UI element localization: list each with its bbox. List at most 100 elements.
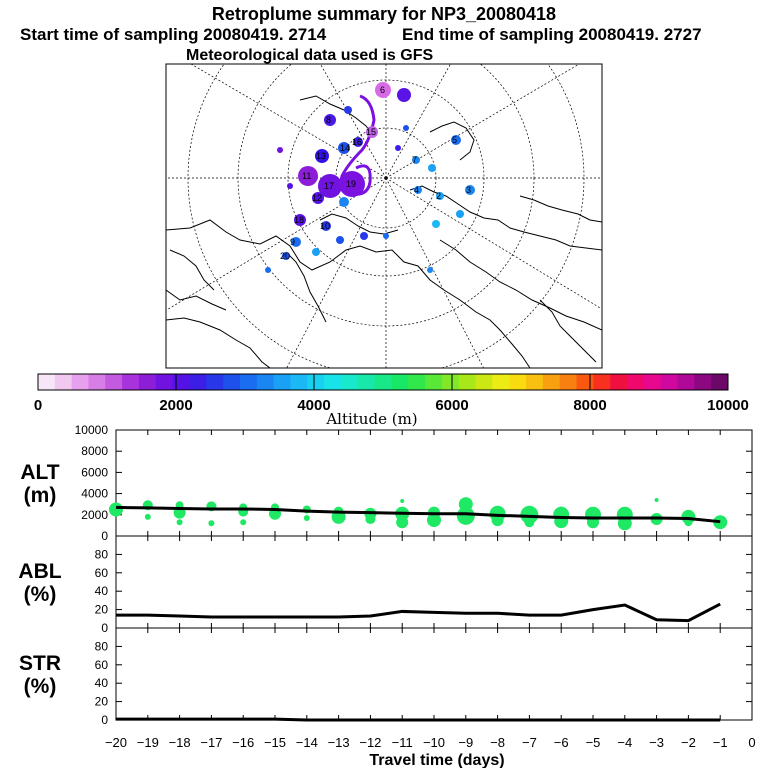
y-axis-label: STR bbox=[19, 652, 61, 675]
x-tick-label: −3 bbox=[649, 735, 664, 750]
colorbar-swatch bbox=[38, 374, 56, 390]
data-marker bbox=[365, 514, 376, 525]
data-marker bbox=[303, 514, 310, 521]
plume-label: 7 bbox=[412, 155, 417, 165]
y-axis-label: ABL bbox=[18, 560, 61, 583]
data-marker bbox=[456, 506, 475, 525]
colorbar-swatch bbox=[155, 374, 174, 390]
plume-circle bbox=[383, 233, 389, 239]
colorbar-swatch bbox=[391, 374, 409, 390]
colorbar-tick-label: 6000 bbox=[435, 397, 468, 414]
y-axis-unit: (%) bbox=[24, 583, 57, 606]
y-tick-label: 40 bbox=[95, 584, 109, 598]
x-tick-label: −9 bbox=[458, 735, 473, 750]
data-marker bbox=[240, 519, 247, 526]
x-tick-label: −5 bbox=[586, 735, 601, 750]
x-tick-label: 0 bbox=[748, 735, 755, 750]
x-tick-label: −17 bbox=[200, 735, 222, 750]
data-marker bbox=[427, 513, 441, 528]
series-line bbox=[116, 717, 721, 722]
x-tick-label: −15 bbox=[264, 735, 286, 750]
y-tick-label: 2000 bbox=[81, 508, 108, 522]
plume-circle bbox=[282, 252, 290, 260]
plume-label: 15 bbox=[366, 127, 376, 137]
colorbar-swatch bbox=[425, 374, 443, 390]
plume-label: 12 bbox=[312, 193, 322, 203]
figure-title: Retroplume summary for NP3_20080418 bbox=[212, 4, 556, 24]
plume-circle bbox=[312, 192, 324, 204]
series-line bbox=[115, 505, 721, 524]
plume-circle bbox=[336, 236, 344, 244]
colorbar-swatch bbox=[105, 374, 123, 390]
data-marker bbox=[617, 516, 632, 531]
plume-label: 5 bbox=[452, 135, 457, 145]
x-tick-label: −8 bbox=[490, 735, 505, 750]
colorbar-swatch bbox=[660, 374, 679, 390]
plume-circle bbox=[414, 186, 422, 194]
y-axis-unit: (m) bbox=[24, 484, 57, 507]
plume-label: 16 bbox=[352, 137, 362, 147]
data-marker bbox=[713, 515, 728, 530]
plume-label: 14 bbox=[340, 143, 350, 153]
data-marker bbox=[396, 516, 409, 529]
plume-circle bbox=[324, 114, 336, 126]
plume-circle bbox=[318, 174, 342, 198]
plume-circle bbox=[344, 106, 352, 114]
colorbar-tick-label: 4000 bbox=[297, 397, 330, 414]
plume-circle bbox=[298, 166, 318, 186]
colorbar-swatch bbox=[627, 374, 645, 390]
data-marker bbox=[491, 514, 504, 527]
colorbar-swatch bbox=[458, 374, 477, 390]
coastlines bbox=[166, 95, 602, 368]
x-tick-label: −13 bbox=[328, 735, 350, 750]
data-marker bbox=[176, 519, 183, 526]
y-tick-label: 40 bbox=[95, 676, 109, 690]
plume-circle bbox=[353, 137, 363, 147]
y-tick-label: 6000 bbox=[81, 465, 108, 479]
x-axis: −20 −19 −18 −17 −16 −15 −14 −13 −12 −11 −10 −9 −8 −7−… bbox=[105, 735, 756, 750]
colorbar-swatch bbox=[677, 374, 695, 390]
x-tick-label: −10 bbox=[423, 735, 445, 750]
colorbar-swatch bbox=[441, 374, 460, 390]
y-tick-label: 0 bbox=[101, 529, 108, 543]
x-tick-label: −19 bbox=[137, 735, 159, 750]
colorbar-swatch bbox=[542, 374, 561, 390]
colorbar-swatch bbox=[475, 374, 493, 390]
trajectory-map: 6 8 15 14 13 16 11 17 19 12 18 10 9 20 5… bbox=[165, 63, 603, 369]
x-tick-label: −20 bbox=[105, 735, 127, 750]
plume-label: 9 bbox=[290, 237, 295, 247]
colorbar-swatch bbox=[223, 374, 241, 390]
panel-alt: 0 2000 4000 6000 8000 10000 ALT(m) bbox=[20, 423, 753, 543]
colorbar-swatch bbox=[290, 374, 308, 390]
colorbar-swatch bbox=[559, 374, 578, 390]
colorbar-swatch bbox=[256, 374, 275, 390]
plume-circles bbox=[265, 82, 475, 273]
plume-circle bbox=[456, 210, 464, 218]
y-axis-label: ALT bbox=[20, 461, 59, 484]
plume-circle bbox=[294, 214, 306, 226]
y-tick-label: 60 bbox=[95, 566, 109, 580]
colorbar-swatch bbox=[172, 374, 190, 390]
y-tick-label: 20 bbox=[95, 603, 109, 617]
plume-label: 2 bbox=[436, 191, 441, 201]
plume-circle bbox=[360, 232, 368, 240]
colorbar-swatch bbox=[576, 374, 594, 390]
panel-frame bbox=[115, 627, 753, 721]
plume-circle bbox=[397, 88, 411, 102]
y-tick-label: 0 bbox=[101, 713, 108, 727]
plume-label: 3 bbox=[466, 185, 471, 195]
x-tick-label: −2 bbox=[681, 735, 696, 750]
plume-circle bbox=[338, 142, 350, 154]
time-series-panels: 0 2000 4000 6000 8000 10000 ALT(m) 0 20 40 60 80 ABL… bbox=[18, 423, 753, 727]
colorbar-swatch bbox=[694, 374, 712, 390]
data-marker bbox=[144, 513, 151, 520]
plume-label: 20 bbox=[280, 251, 290, 261]
plume-label: 18 bbox=[294, 215, 304, 225]
start-time-label: Start time of sampling 20080419. 2714 bbox=[20, 25, 327, 44]
colorbar-tick-label: 0 bbox=[34, 397, 42, 414]
colorbar-swatch bbox=[610, 374, 628, 390]
plume-circle bbox=[265, 267, 271, 273]
colorbar-swatch bbox=[189, 374, 207, 390]
y-tick-label: 0 bbox=[101, 621, 108, 635]
altitude-colorbar: 0 2000 4000 6000 8000 10000 Altitude (m) bbox=[34, 373, 749, 428]
